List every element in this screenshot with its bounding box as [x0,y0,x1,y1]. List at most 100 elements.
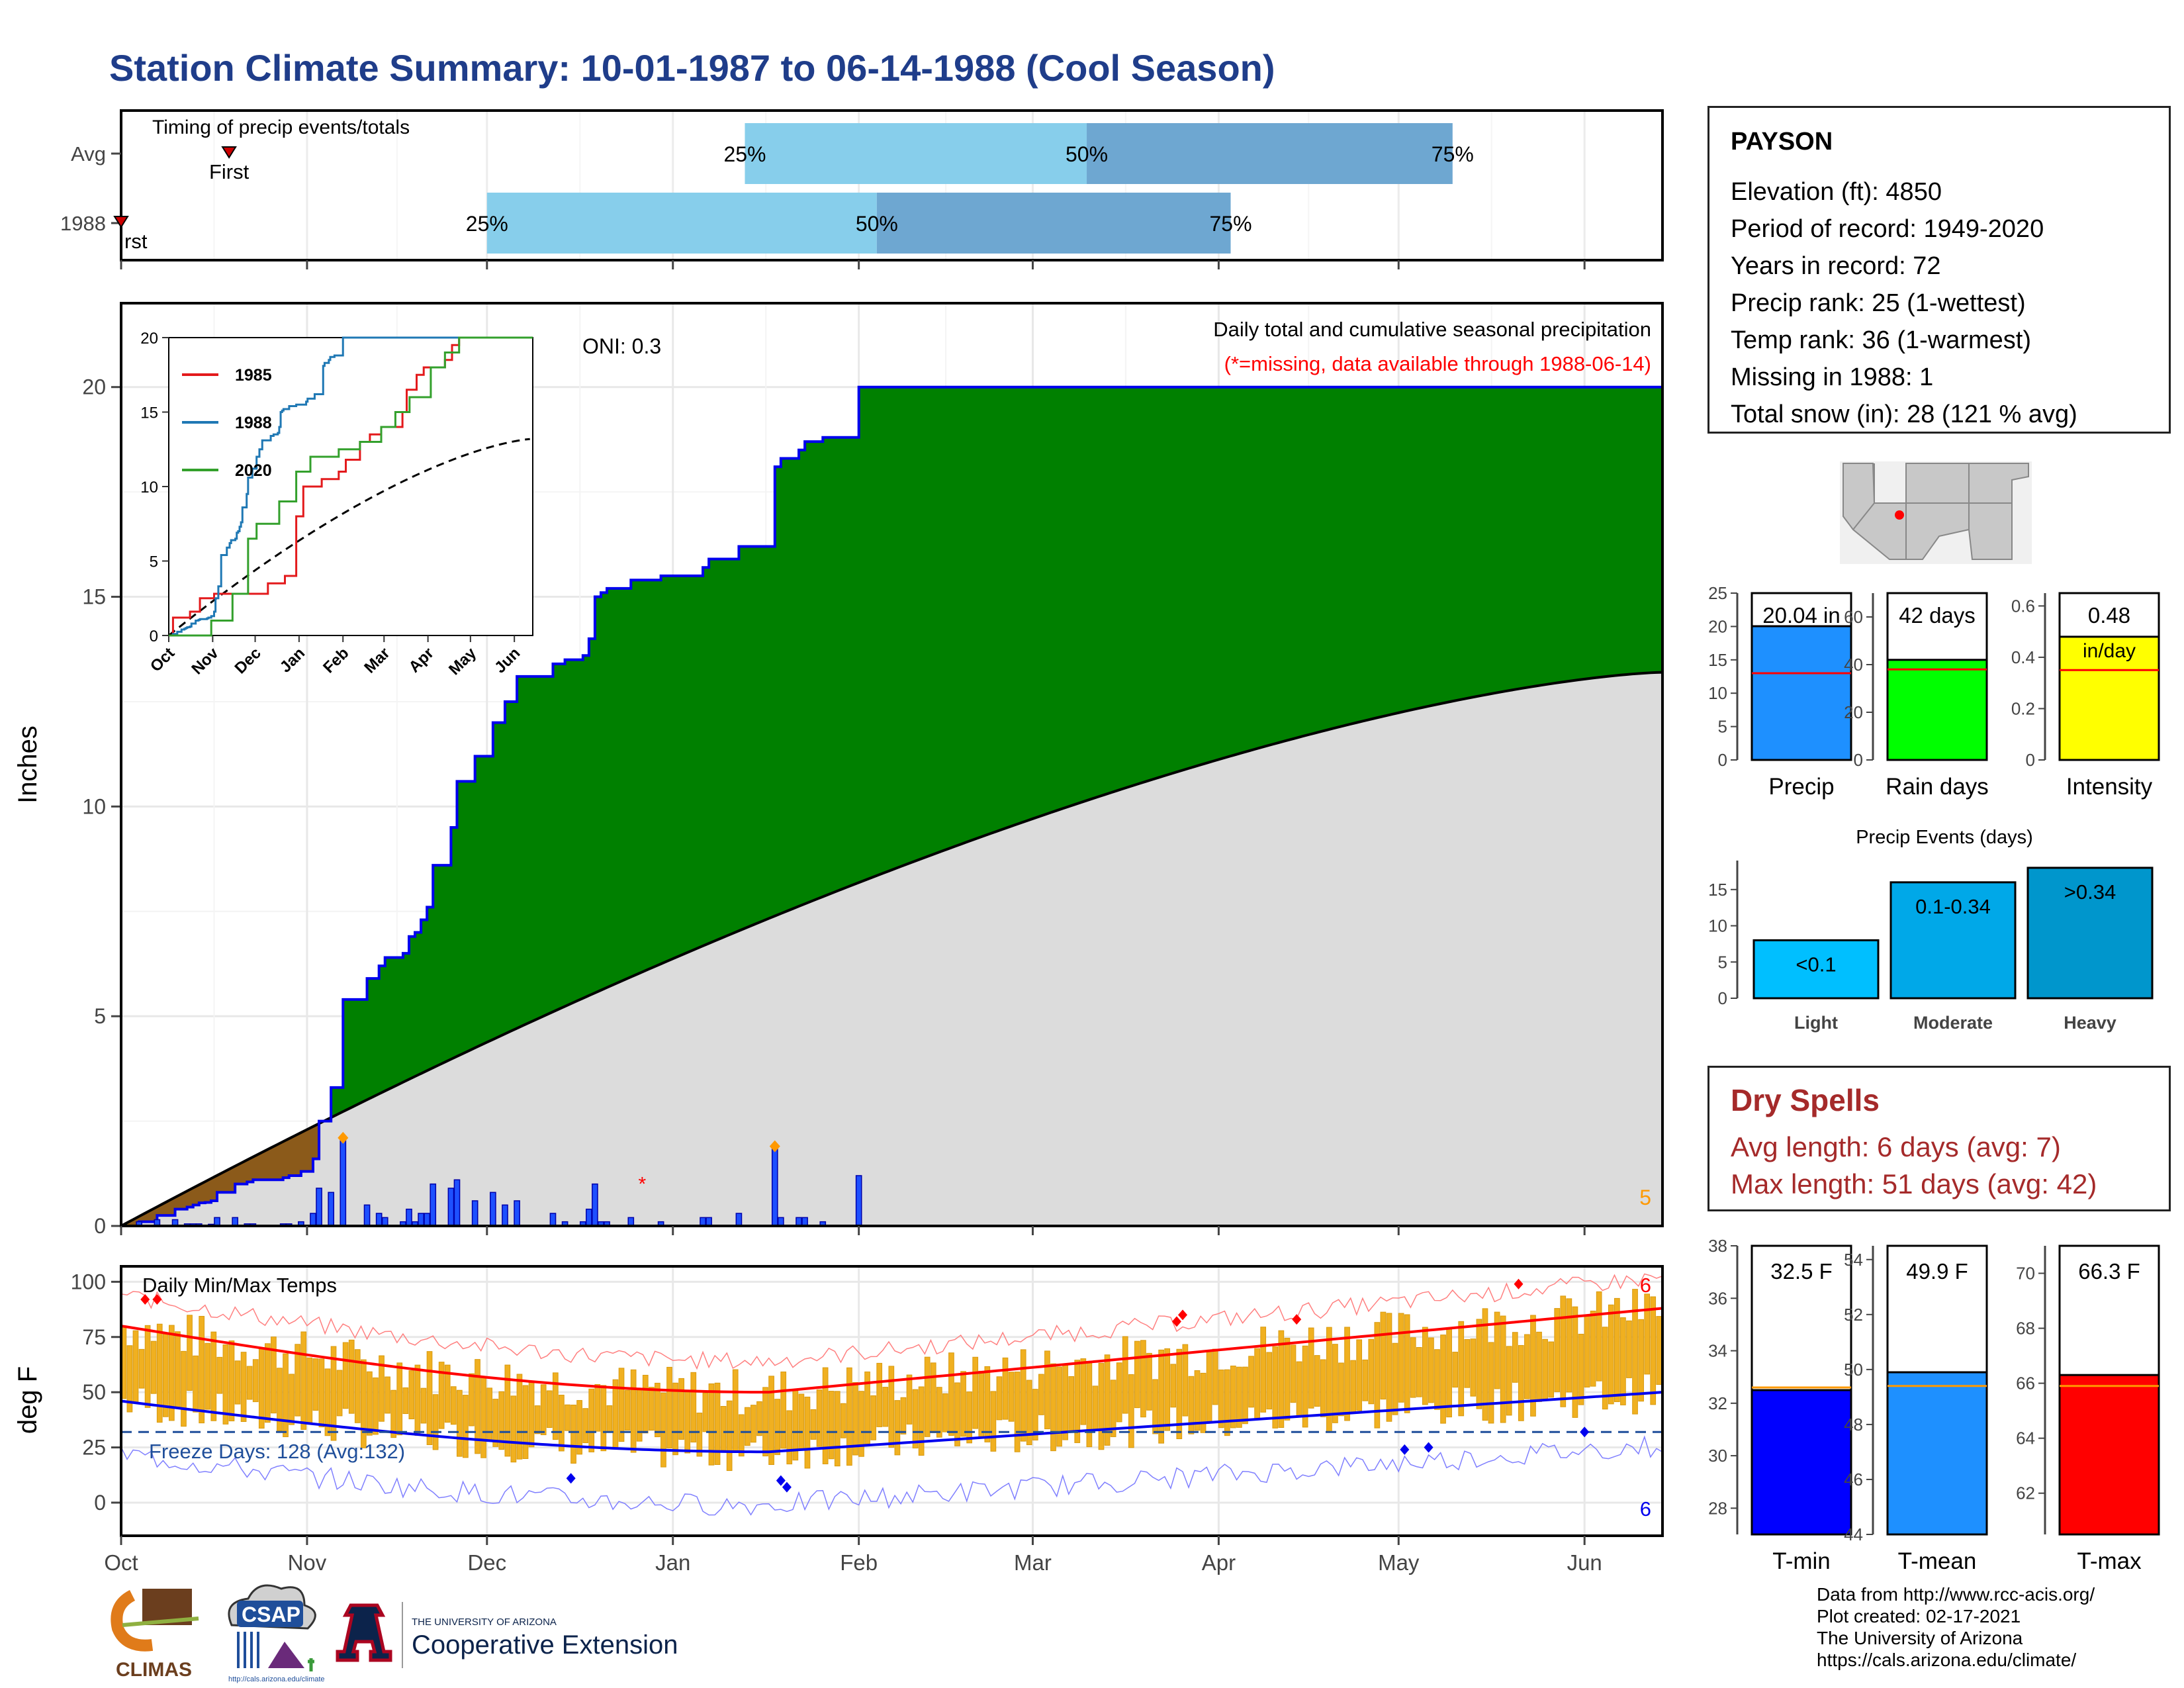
mini-y-tick-label: 32 [1708,1393,1727,1413]
daily-temp-bar [295,1344,301,1417]
daily-temp-bar [187,1315,193,1391]
precip-y-tick-label: 10 [82,794,106,818]
daily-temp-bar [1218,1369,1224,1429]
daily-temp-bar [1158,1349,1164,1444]
daily-temp-bar [348,1339,355,1414]
timing-pct-label: 25% [466,212,508,236]
daily-temp-bar [1410,1337,1416,1398]
daily-temp-bar [990,1391,997,1452]
daily-temp-bar [738,1414,745,1457]
precip-panel: 0 5 10 15 20 * Daily total and cumulative seas… [13,302,1664,1238]
timing-frame [120,109,1664,261]
daily-temp-bar [918,1386,925,1456]
mini-y-tick-label: 50 [1844,1360,1863,1380]
daily-temp-bar [648,1387,655,1431]
daily-temp-bar [888,1366,895,1448]
record-high-count: 6 [1640,1274,1651,1297]
mini-y-tick-label: 68 [2016,1319,2035,1338]
daily-temp-bar [696,1413,703,1457]
inset-y-tick-label: 5 [150,553,158,571]
record-low-marker [1580,1427,1590,1438]
ua-small-text: THE UNIVERSITY OF ARIZONA [412,1617,557,1628]
daily-temp-bar [870,1395,876,1440]
daily-temp-bar [1236,1366,1242,1428]
daily-temp-bar [828,1391,835,1460]
record-low-marker [776,1475,786,1486]
daily-temp-bar [1026,1380,1032,1446]
mini-bar-value-label: 32.5 F [1770,1259,1833,1284]
precip-events-title: Precip Events (days) [1856,827,2033,848]
daily-temp-bar [1242,1366,1248,1425]
mini-bar-category-label: T-max [2077,1548,2142,1574]
month-axis-label: May [1378,1550,1420,1575]
ua-big-text: Cooperative Extension [412,1630,678,1660]
daily-temp-bar [504,1364,511,1457]
station-snow: Total snow (in): 28 (121 % avg) [1731,400,2077,428]
mini-y-tick-label: 52 [1844,1305,1863,1325]
daily-temp-bar [1404,1314,1410,1413]
daily-temp-bar [246,1366,253,1400]
daily-temp-bar [360,1359,367,1448]
logo-strip: CLIMAS CSAP http://cals.arizona.edu/clim… [111,1584,678,1683]
daily-temp-bar [540,1384,547,1435]
mini-y-tick-label: 0.2 [2011,698,2035,718]
daily-temp-bar [1566,1298,1572,1393]
daily-temp-bar [780,1371,787,1449]
daily-temp-bar [1524,1334,1530,1399]
daily-temp-bar [936,1387,942,1438]
daily-temp-bar [271,1336,277,1414]
precip-y-tick-label: 5 [94,1004,106,1028]
daily-temp-bar [1248,1356,1254,1408]
snow-event-marker [769,1140,780,1152]
daily-temp-bar [1452,1352,1459,1388]
month-axis-label: Dec [467,1550,506,1575]
daily-temp-bar [522,1385,529,1459]
event-bar-heavy [2026,867,2154,1000]
event-bar-value-label: >0.34 [2064,880,2116,904]
daily-temp-bar [1098,1362,1105,1450]
daily-temp-bar [1344,1327,1350,1421]
mini-bar-value-label: 66.3 F [2078,1259,2140,1284]
daily-temp-bar [1476,1319,1482,1409]
daily-temp-bar [751,1405,756,1443]
event-bar-light [1752,939,1880,1000]
daily-temp-bar [1638,1319,1644,1402]
station-period: Period of record: 1949-2020 [1731,215,2044,243]
daily-temp-bar [1314,1355,1320,1407]
daily-temp-bar [1578,1333,1584,1405]
daily-temp-bar [756,1401,762,1436]
daily-temp-bar [193,1355,199,1413]
daily-temp-bar [834,1391,841,1467]
daily-temp-bar [385,1376,390,1414]
station-temp-rank: Temp rank: 36 (1-warmest) [1731,326,2032,354]
daily-temp-bar [690,1372,697,1443]
climas-logo: CLIMAS [111,1589,199,1681]
daily-temp-bar [1620,1317,1626,1405]
mini-y-tick-label: 44 [1844,1524,1863,1544]
daily-temp-bar [1014,1372,1021,1452]
daily-temp-bar [1548,1341,1555,1398]
cumulative-1988-line [121,385,1662,1227]
daily-temp-bar [1596,1291,1602,1382]
daily-temp-bar [1488,1342,1494,1424]
timing-label: Timing of precip events/totals [152,117,410,138]
mini-y-tick-label: 48 [1844,1415,1863,1434]
locator-map [1840,461,2032,564]
temp-y-tick-label: 0 [94,1491,106,1515]
mini-bar-category-label: Precip [1768,774,1834,800]
month-axis-label: Apr [1202,1550,1236,1575]
daily-temp-bar [1482,1308,1488,1421]
mini-bar-precip [1751,625,1852,761]
first-event-label-clipped: rst [124,230,148,253]
first-event-label: First [209,160,250,183]
daily-temp-bar [420,1387,427,1424]
daily-temp-bar [1398,1313,1404,1403]
inset-legend-label: 1985 [235,366,272,385]
mini-bar-t-min [1751,1389,1852,1536]
timing-pct-label: 50% [1066,142,1108,166]
daily-temp-bar [1128,1374,1134,1448]
event-category-label: Light [1794,1013,1838,1033]
daily-temp-bar [426,1351,433,1446]
daily-temp-bar [324,1368,331,1436]
record-low-marker [566,1473,576,1484]
